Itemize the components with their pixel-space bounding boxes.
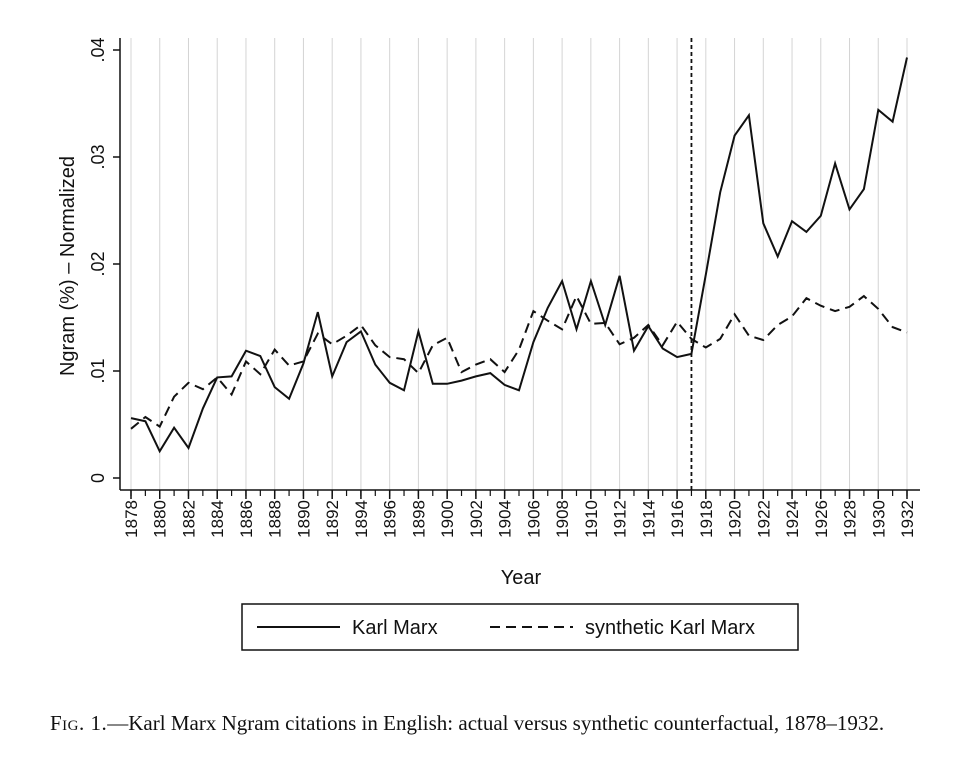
y-tick-label: 0 xyxy=(88,473,108,483)
x-tick-label: 1896 xyxy=(381,500,400,538)
legend-label-synthetic-karl-marx: synthetic Karl Marx xyxy=(585,617,755,639)
y-tick-label: .03 xyxy=(88,144,108,169)
x-tick-label: 1922 xyxy=(754,500,773,538)
x-tick-label: 1880 xyxy=(151,500,170,538)
x-tick-label: 1916 xyxy=(668,500,687,538)
x-tick-label: 1908 xyxy=(553,500,572,538)
y-tick-label: .02 xyxy=(88,251,108,276)
line-chart: 0.01.02.03.04 1878 1880 1882 1884 1886 1888 18… xyxy=(57,37,920,651)
y-tick-label: .04 xyxy=(88,37,108,62)
x-tick-label: 1906 xyxy=(524,500,543,538)
gridlines xyxy=(130,38,908,490)
x-tick-label: 1900 xyxy=(438,500,457,538)
x-tick-label: 1920 xyxy=(726,500,745,538)
x-tick-label: 1928 xyxy=(841,500,860,538)
series-line-synthetic-karl-marx xyxy=(130,293,908,430)
figure-label: Fig. 1. xyxy=(50,711,108,735)
x-tick-label: 1930 xyxy=(869,500,888,538)
x-tick-label: 1904 xyxy=(496,500,515,538)
figure-caption: Fig. 1.—Karl Marx Ngram citations in Eng… xyxy=(50,710,950,736)
x-tick-label: 1898 xyxy=(409,500,428,538)
x-tick-label: 1914 xyxy=(639,500,658,538)
x-tick-label: 1886 xyxy=(237,500,256,538)
x-tick-label: 1932 xyxy=(898,500,917,538)
x-tick-label: 1894 xyxy=(352,500,371,538)
x-tick-label: 1912 xyxy=(611,500,630,538)
x-tick-label: 1882 xyxy=(179,500,198,538)
x-axis-title: Year xyxy=(501,567,542,589)
x-tick-label: 1902 xyxy=(467,500,486,538)
legend-label-karl-marx: Karl Marx xyxy=(352,617,438,639)
y-tick-label: .01 xyxy=(88,358,108,383)
x-tick-label: 1878 xyxy=(122,500,141,538)
x-tick-label: 1890 xyxy=(294,500,313,538)
x-tick-label: 1926 xyxy=(812,500,831,538)
x-tick-label: 1892 xyxy=(323,500,342,538)
x-tick-label: 1924 xyxy=(783,500,802,538)
legend: Karl Marx synthetic Karl Marx xyxy=(241,603,799,651)
x-axis-ticks: 1878 1880 1882 1884 1886 1888 1890 1892 1894 1896… xyxy=(122,490,917,538)
x-tick-label: 1884 xyxy=(208,500,227,538)
x-tick-label: 1918 xyxy=(697,500,716,538)
y-axis-ticks: 0 .01 .02 .03 .04 xyxy=(88,37,120,483)
x-tick-label: 1888 xyxy=(266,500,285,538)
y-axis-title: Ngram (%) – Normalized xyxy=(57,156,79,376)
caption-text: —Karl Marx Ngram citations in English: a… xyxy=(107,711,885,735)
axes xyxy=(119,38,920,491)
x-tick-label: 1910 xyxy=(582,500,601,538)
series-line-karl-marx xyxy=(130,57,908,454)
